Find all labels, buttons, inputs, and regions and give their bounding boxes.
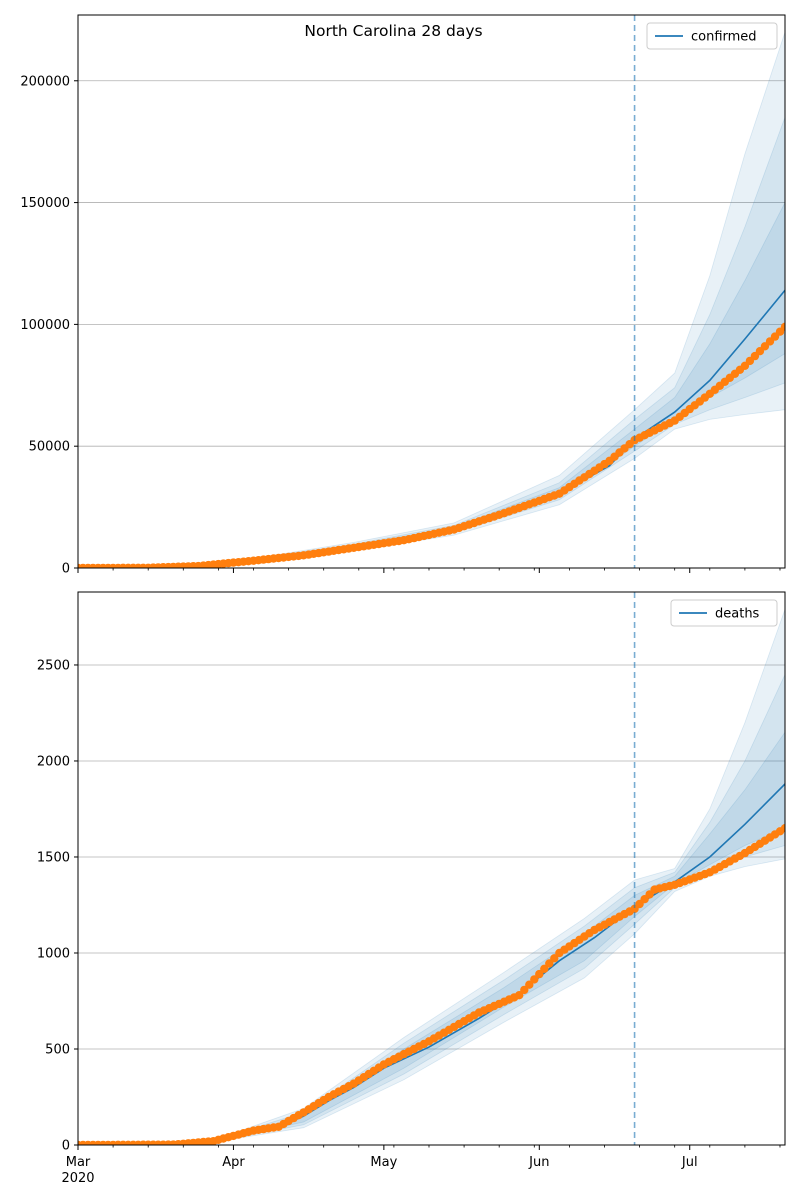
observed-point bbox=[520, 985, 529, 995]
legend-label: deaths bbox=[715, 607, 760, 622]
x-tick-label: Jun bbox=[528, 1155, 549, 1170]
plot-area bbox=[78, 31, 785, 568]
legend: confirmed bbox=[646, 22, 778, 50]
x-tick-year-label: 2020 bbox=[61, 1171, 94, 1186]
y-tick-label: 1000 bbox=[37, 946, 70, 961]
observed-point bbox=[545, 959, 554, 968]
observed-point bbox=[550, 954, 559, 963]
x-tick-label: Mar bbox=[66, 1155, 91, 1170]
chart-title: North Carolina 28 days bbox=[304, 22, 482, 40]
legend: deaths bbox=[670, 599, 778, 627]
series-line bbox=[78, 783, 785, 1145]
observed-point bbox=[535, 969, 544, 979]
y-tick-label: 0 bbox=[62, 562, 70, 577]
y-tick-label: 150000 bbox=[20, 196, 70, 211]
uncertainty-band bbox=[78, 674, 785, 1145]
x-tick-label: May bbox=[370, 1155, 397, 1170]
x-tick-label: Apr bbox=[222, 1155, 245, 1170]
confirmed-panel: 0 50000 100000 150000 200000 North Carolina 2… bbox=[20, 14, 786, 577]
y-tick-label: 2000 bbox=[37, 754, 70, 769]
observed-point bbox=[540, 964, 549, 973]
y-tick-label: 200000 bbox=[20, 74, 70, 89]
observed-point bbox=[515, 991, 524, 1000]
uncertainty-band bbox=[78, 117, 785, 568]
observed-point bbox=[780, 824, 785, 833]
plot-area bbox=[78, 609, 785, 1145]
legend-label: confirmed bbox=[691, 30, 757, 45]
y-tick-label: 100000 bbox=[20, 318, 70, 333]
legend-box bbox=[646, 22, 778, 50]
series-line bbox=[78, 289, 785, 568]
y-tick-label: 1500 bbox=[37, 850, 70, 865]
uncertainty-band bbox=[78, 31, 785, 568]
observed-point bbox=[530, 975, 539, 984]
y-tick-label: 500 bbox=[45, 1042, 70, 1057]
y-tick-label: 2500 bbox=[37, 658, 70, 673]
axes-frame bbox=[77, 591, 786, 1146]
legend-box bbox=[670, 599, 778, 627]
axes-frame bbox=[77, 14, 786, 569]
observed-point bbox=[780, 322, 785, 331]
observed-point bbox=[525, 980, 534, 989]
y-tick-label: 50000 bbox=[29, 440, 70, 455]
uncertainty-band bbox=[78, 731, 785, 1145]
x-tick-label: Jul bbox=[681, 1155, 698, 1170]
y-tick-label: 0 bbox=[62, 1139, 70, 1154]
